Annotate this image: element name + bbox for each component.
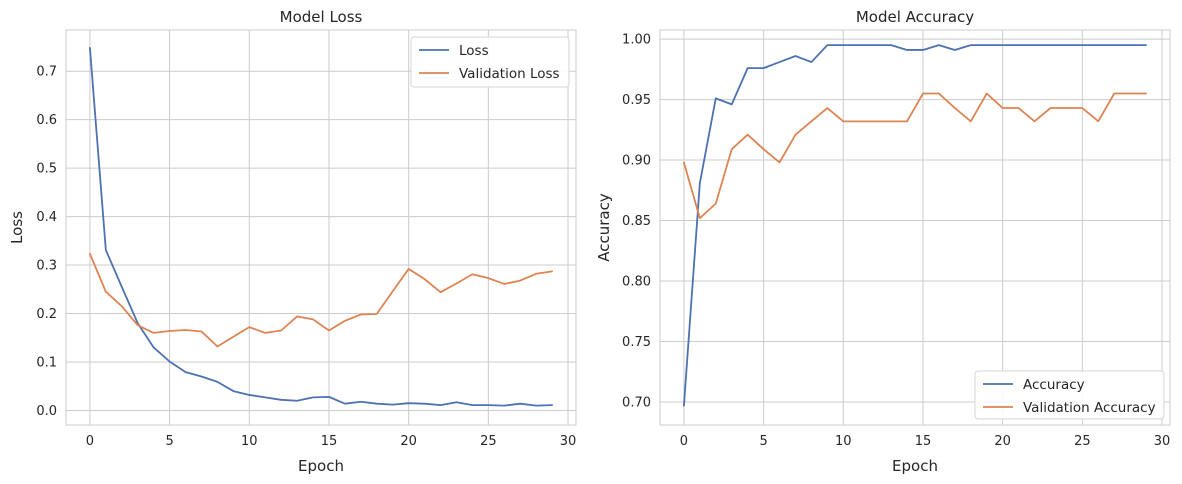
x-tick-label: 5 (165, 434, 173, 449)
y-tick-label: 0.3 (36, 259, 57, 274)
legend-box (974, 370, 1165, 420)
x-tick-label: 10 (241, 434, 258, 449)
legend-box (410, 36, 570, 88)
x-tick-label: 20 (994, 434, 1011, 449)
x-tick-label: 10 (835, 434, 852, 449)
legend-label: Accuracy (1023, 377, 1085, 393)
x-tick-label: 20 (400, 434, 417, 449)
x-tick-label: 0 (680, 434, 688, 449)
y-tick-label: 0.7 (36, 65, 57, 80)
y-tick-label: 0.4 (36, 210, 57, 225)
series-line-accuracy (683, 44, 1147, 407)
series-line-loss (89, 47, 553, 407)
y-tick-label: 0.0 (36, 404, 57, 419)
series-line-validation-accuracy (683, 92, 1147, 220)
legend: Accuracy Validation Accuracy (974, 370, 1165, 420)
y-axis-label: Accuracy (595, 193, 613, 262)
chart-title: Model Accuracy (856, 8, 974, 26)
y-tick-label: 0.75 (622, 335, 651, 350)
x-tick-label: 0 (86, 434, 94, 449)
y-tick-label: 0.95 (622, 93, 651, 108)
legend-label: Validation Accuracy (1023, 400, 1156, 416)
y-tick-label: 0.80 (622, 275, 651, 290)
x-tick-label: 30 (1154, 434, 1171, 449)
y-tick-label: 0.2 (36, 307, 57, 322)
plot-area (659, 29, 1171, 426)
y-tick-label: 1.00 (622, 33, 651, 48)
plot-area (65, 29, 577, 426)
y-tick-label: 0.5 (36, 162, 57, 177)
y-tick-label: 0.90 (622, 154, 651, 169)
x-tick-label: 15 (915, 434, 932, 449)
legend: Loss Validation Loss (410, 36, 570, 88)
y-tick-label: 0.6 (36, 113, 57, 128)
y-tick-label: 0.85 (622, 214, 651, 229)
x-axis-label: Epoch (892, 457, 938, 475)
chart-title: Model Loss (280, 8, 363, 26)
series-line-validation-loss (89, 253, 553, 348)
x-tick-label: 30 (560, 434, 577, 449)
accuracy-chart: 0 5 10 15 20 25 30 0.70 0.75 0.80 0.85 0.90 0.95 1.00… (595, 8, 1171, 475)
legend-label: Loss (459, 43, 489, 59)
x-axis-label: Epoch (298, 457, 344, 475)
y-axis-label: Loss (8, 211, 26, 244)
y-tick-label: 0.1 (36, 355, 57, 370)
x-tick-label: 25 (1074, 434, 1091, 449)
y-tick-label: 0.70 (622, 396, 651, 411)
x-tick-label: 25 (480, 434, 497, 449)
loss-chart: 0 5 10 15 20 25 30 0.0 0.1 0.2 0.3 0.4 0.5 0.6 0.7 Mode… (8, 8, 577, 475)
x-tick-label: 5 (759, 434, 767, 449)
legend-label: Validation Loss (459, 66, 560, 82)
x-tick-label: 15 (321, 434, 338, 449)
